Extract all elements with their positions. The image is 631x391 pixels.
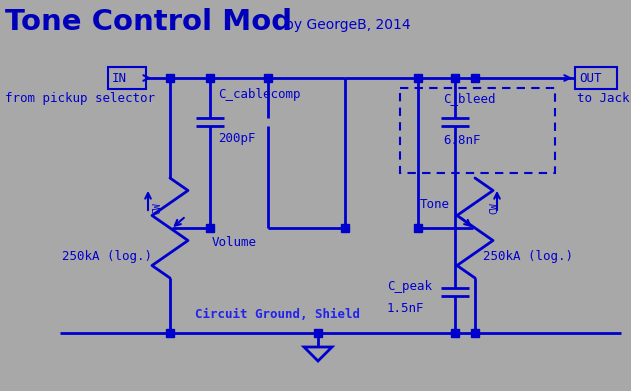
- Text: C_peak: C_peak: [387, 280, 432, 293]
- Text: Tone Control Mod: Tone Control Mod: [5, 8, 292, 36]
- Bar: [575, 67, 617, 89]
- Text: to Jack: to Jack: [577, 92, 630, 105]
- Text: Circuit Ground, Shield: Circuit Ground, Shield: [195, 308, 360, 321]
- Text: C_cablecomp: C_cablecomp: [218, 88, 300, 101]
- Text: 250kA (log.): 250kA (log.): [483, 250, 573, 263]
- Bar: [108, 67, 146, 89]
- Text: Volume: Volume: [212, 236, 257, 249]
- Text: OUT: OUT: [579, 72, 601, 86]
- Text: from pickup selector: from pickup selector: [5, 92, 155, 105]
- Text: 1.5nF: 1.5nF: [387, 302, 425, 315]
- Text: CW: CW: [489, 202, 499, 214]
- Text: 200pF: 200pF: [218, 132, 256, 145]
- Text: IN: IN: [112, 72, 127, 86]
- Text: CW: CW: [152, 202, 162, 214]
- Text: 6.8nF: 6.8nF: [443, 134, 480, 147]
- Text: Tone: Tone: [420, 198, 450, 211]
- Bar: [400, 88, 555, 173]
- Text: C_bleed: C_bleed: [443, 92, 495, 105]
- Text: by GeorgeB, 2014: by GeorgeB, 2014: [285, 18, 411, 32]
- Text: 250kA (log.): 250kA (log.): [62, 250, 152, 263]
